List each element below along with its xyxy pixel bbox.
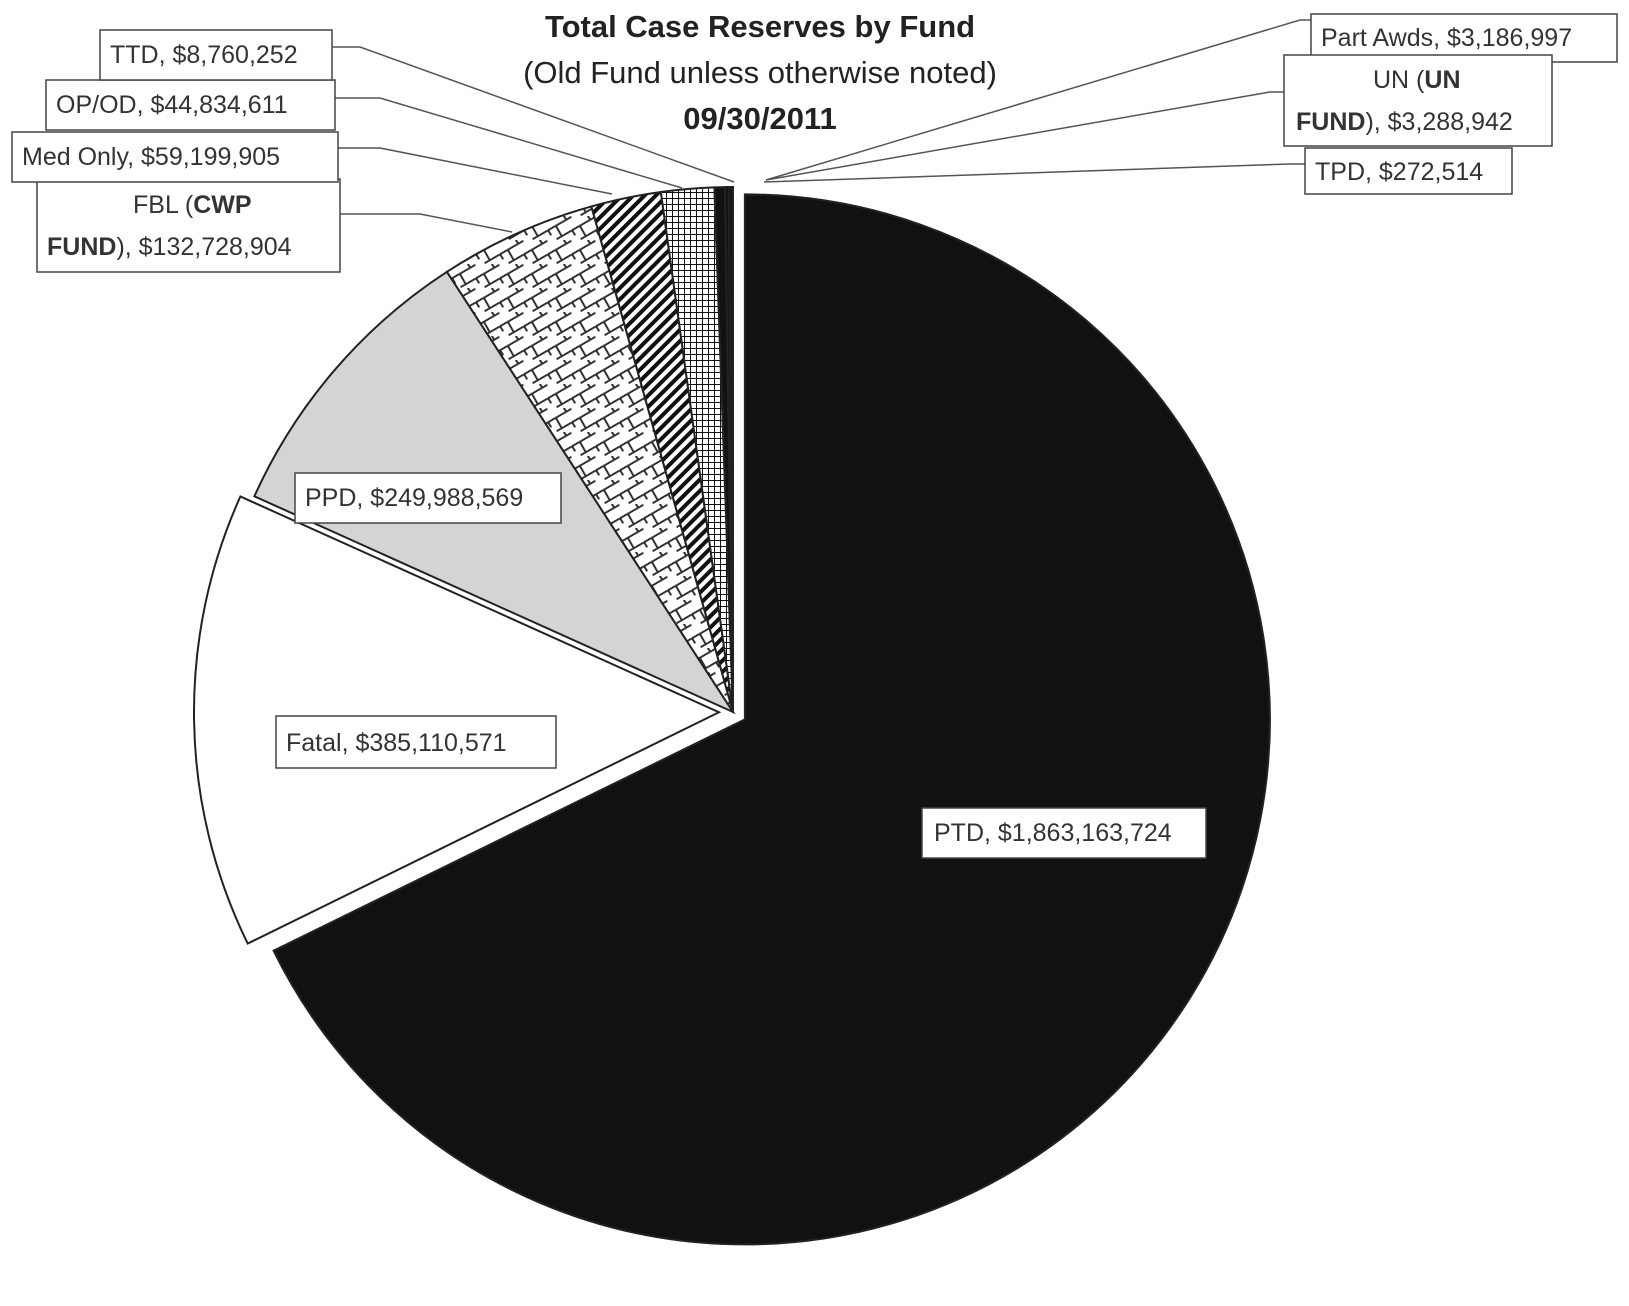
- svg-text:FUND), $132,728,904: FUND), $132,728,904: [47, 233, 292, 261]
- leader-line-fbl: [340, 214, 512, 232]
- chart-subtitle: (Old Fund unless otherwise noted): [440, 50, 1080, 96]
- label-fbl: FBL (CWP FUND), $132,728,904: [37, 179, 340, 272]
- label-tpd: TPD, $272,514: [1305, 148, 1512, 194]
- label-un: UN (UN FUND), $3,288,942: [1284, 55, 1552, 146]
- svg-text:PPD, $249,988,569: PPD, $249,988,569: [305, 484, 523, 512]
- chart-title: Total Case Reserves by Fund: [440, 4, 1080, 50]
- svg-text:Med Only, $59,199,905: Med Only, $59,199,905: [22, 143, 280, 171]
- chart-title-block: Total Case Reserves by Fund (Old Fund un…: [440, 4, 1080, 142]
- svg-text:TTD, $8,760,252: TTD, $8,760,252: [110, 41, 298, 69]
- svg-text:OP/OD, $44,834,611: OP/OD, $44,834,611: [56, 91, 288, 119]
- label-ptd: PTD, $1,863,163,724: [922, 808, 1206, 858]
- svg-text:TPD, $272,514: TPD, $272,514: [1315, 158, 1483, 186]
- label-op-od: OP/OD, $44,834,611: [46, 80, 335, 130]
- svg-text:UN (UN: UN (UN: [1373, 66, 1461, 94]
- label-ppd: PPD, $249,988,569: [295, 473, 561, 523]
- label-med-only: Med Only, $59,199,905: [12, 132, 338, 182]
- svg-text:FUND), $3,288,942: FUND), $3,288,942: [1296, 108, 1513, 136]
- svg-text:Part Awds, $3,186,997: Part Awds, $3,186,997: [1321, 24, 1572, 52]
- svg-text:Fatal, $385,110,571: Fatal, $385,110,571: [286, 729, 507, 757]
- svg-text:PTD, $1,863,163,724: PTD, $1,863,163,724: [934, 819, 1172, 847]
- label-ttd: TTD, $8,760,252: [100, 30, 332, 80]
- label-fatal: Fatal, $385,110,571: [276, 716, 556, 768]
- chart-date: 09/30/2011: [440, 96, 1080, 142]
- svg-text:FBL (CWP: FBL (CWP: [133, 191, 252, 219]
